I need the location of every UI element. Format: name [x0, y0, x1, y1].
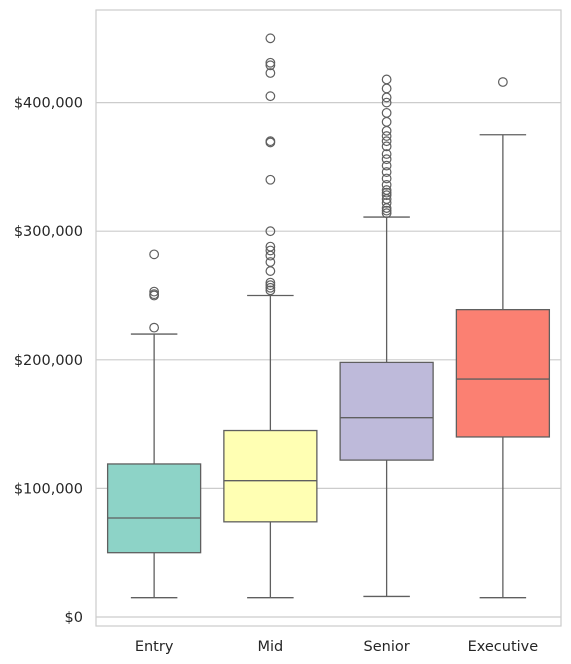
- x-axis-ticks: Entry Mid Senior Executive: [135, 639, 538, 655]
- iqr-box: [106, 463, 202, 554]
- outlier-point: [381, 125, 392, 136]
- box-group-mid: [223, 33, 318, 599]
- iqr-box: [455, 308, 551, 438]
- iqr-box: [339, 361, 434, 461]
- x-tick-label: Entry: [135, 639, 174, 655]
- outlier-point: [265, 174, 276, 185]
- outlier-point: [265, 91, 276, 102]
- outlier-point: [381, 160, 392, 171]
- outlier-point: [381, 97, 392, 108]
- outlier-point: [265, 277, 276, 288]
- x-tick-label: Executive: [468, 639, 539, 655]
- iqr-box: [223, 429, 318, 523]
- outlier-point: [265, 57, 276, 68]
- outlier-point: [149, 289, 160, 300]
- outlier-point: [381, 131, 392, 141]
- outlier-point: [265, 285, 276, 296]
- box-group-senior: [339, 74, 434, 598]
- y-tick-label: $300,000: [14, 224, 83, 240]
- outlier-point: [381, 74, 392, 85]
- y-tick-label: $200,000: [14, 353, 83, 369]
- box-group-executive: [455, 77, 551, 599]
- outlier-point: [381, 179, 392, 190]
- y-axis-ticks: $0 $100,000 $200,000 $300,000 $400,000: [14, 96, 83, 626]
- y-tick-label: $400,000: [14, 96, 83, 112]
- outlier-point: [381, 187, 392, 198]
- outlier-point: [265, 266, 276, 276]
- outlier-point: [381, 190, 392, 201]
- outlier-point: [265, 136, 276, 147]
- y-tick-label: $0: [65, 610, 83, 626]
- outlier-point: [265, 280, 276, 291]
- outlier-point: [497, 77, 508, 87]
- plot-frame: [95, 9, 562, 627]
- outlier-point: [381, 208, 392, 219]
- y-tick-label: $100,000: [14, 481, 83, 497]
- outlier-point: [265, 68, 276, 78]
- outlier-point: [381, 141, 392, 152]
- outlier-point: [381, 116, 392, 127]
- outlier-point: [381, 198, 392, 208]
- outlier-point: [381, 205, 392, 216]
- outlier-point: [265, 245, 276, 256]
- outlier-point: [265, 60, 276, 71]
- outlier-point: [149, 249, 160, 260]
- outlier-point: [149, 286, 160, 297]
- x-tick-label: Mid: [258, 639, 284, 655]
- outlier-point: [149, 322, 160, 333]
- box-plot-series: [106, 33, 551, 599]
- outlier-point: [381, 136, 392, 147]
- box-group-entry: [106, 249, 202, 599]
- outlier-point: [381, 167, 392, 177]
- outlier-point: [381, 83, 392, 94]
- x-tick-label: Senior: [364, 639, 410, 655]
- outlier-point: [381, 107, 392, 118]
- outlier-point: [265, 33, 276, 44]
- outlier-point: [265, 257, 276, 267]
- outlier-point: [381, 149, 392, 159]
- outlier-point: [265, 226, 276, 237]
- outlier-point: [265, 241, 276, 252]
- outlier-point: [381, 92, 392, 103]
- outlier-point: [381, 154, 392, 165]
- outlier-point: [381, 185, 392, 195]
- outlier-point: [381, 173, 392, 184]
- outlier-point: [265, 282, 276, 293]
- outlier-point: [265, 250, 276, 261]
